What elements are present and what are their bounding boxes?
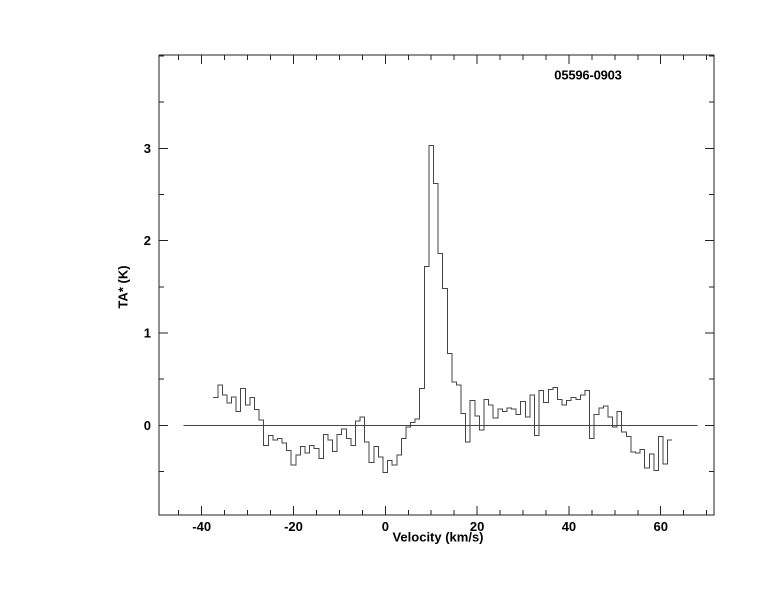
spectrum-line	[213, 145, 673, 473]
x-tick-label: -20	[284, 519, 303, 534]
y-tick-label: 2	[144, 233, 151, 248]
plot-frame	[158, 54, 715, 516]
x-axis-label: Velocity (km/s)	[392, 529, 484, 545]
y-tick-label: 3	[144, 141, 151, 156]
x-tick-label: 20	[470, 519, 484, 534]
x-tick-label: 0	[382, 519, 389, 534]
source-name-label: 05596-0903	[554, 67, 622, 83]
y-axis-label: TA* (K)	[115, 265, 131, 309]
x-tick-label: 60	[654, 519, 668, 534]
y-tick-label: 0	[144, 418, 151, 433]
y-tick-label: 1	[144, 326, 151, 341]
x-tick-label: -40	[192, 519, 211, 534]
x-tick-label: 40	[562, 519, 576, 534]
